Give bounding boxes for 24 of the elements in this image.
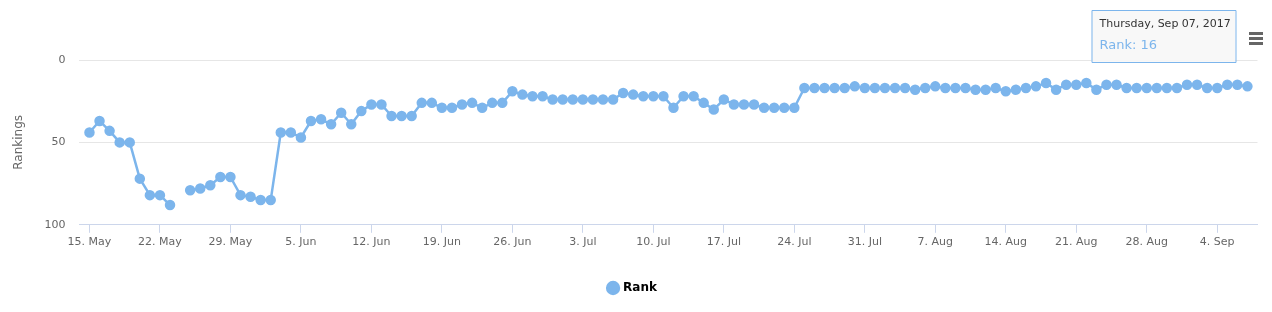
text: Thursday, Sep 07, 2017 xyxy=(1098,16,1231,30)
x-tick-label: 12. Jun xyxy=(352,235,391,249)
x-tick-label: 3. Jul xyxy=(569,235,597,249)
x-tick-label: 17. Jul xyxy=(706,235,741,249)
x-tick-label: 22. May xyxy=(138,235,183,249)
x-tick-label: 24. Jul xyxy=(777,235,812,249)
y-axis-title: Rankings xyxy=(11,115,26,170)
x-tick-label: 19. Jun xyxy=(422,235,461,249)
x-tick-label: 10. Jul xyxy=(636,235,671,249)
text: Rank: 16 xyxy=(1099,37,1158,53)
x-tick-label: 29. May xyxy=(208,235,253,249)
x-tick-label: 28. Aug xyxy=(1125,235,1168,249)
x-tick-label: 21. Aug xyxy=(1055,235,1098,249)
y-tick-label: 100 xyxy=(44,217,66,231)
x-tick-label: 31. Jul xyxy=(847,235,882,249)
x-tick-label: 4. Sep xyxy=(1199,235,1235,249)
x-tick-label: 7. Aug xyxy=(917,235,954,249)
x-tick-label: 15. May xyxy=(67,235,112,249)
y-tick-label: 50 xyxy=(51,135,66,149)
y-tick-label: 0 xyxy=(58,52,66,66)
legend-label: Rank xyxy=(623,280,658,295)
x-tick-label: 5. Jun xyxy=(285,235,317,249)
x-tick-label: 14. Aug xyxy=(984,235,1028,249)
x-tick-label: 26. Jun xyxy=(493,235,532,249)
